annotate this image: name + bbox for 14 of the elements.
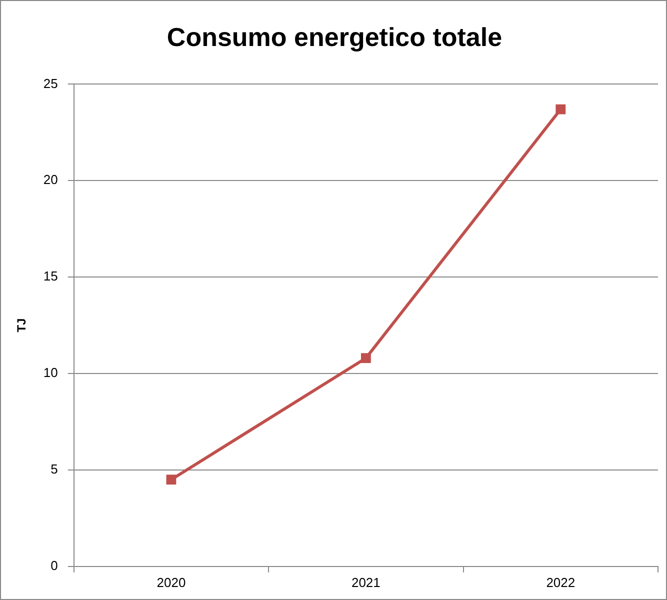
point <box>360 353 371 364</box>
x-tick-label: 2020 <box>156 574 186 590</box>
x-tick-label: 2022 <box>546 574 576 590</box>
y-tick-label: 15 <box>43 268 58 284</box>
y-tick-label: 0 <box>50 558 58 573</box>
chart-title: Consumo energetico totale <box>166 22 502 52</box>
point <box>556 104 566 114</box>
x-tick-label: 2021 <box>351 574 380 590</box>
y-axis-title: TJ <box>14 318 29 332</box>
y-tick-label: 20 <box>43 172 58 188</box>
point <box>166 474 176 485</box>
y-tick-label: 25 <box>43 76 58 91</box>
y-tick-label: 5 <box>50 462 58 477</box>
y-tick-label: 10 <box>43 365 58 380</box>
